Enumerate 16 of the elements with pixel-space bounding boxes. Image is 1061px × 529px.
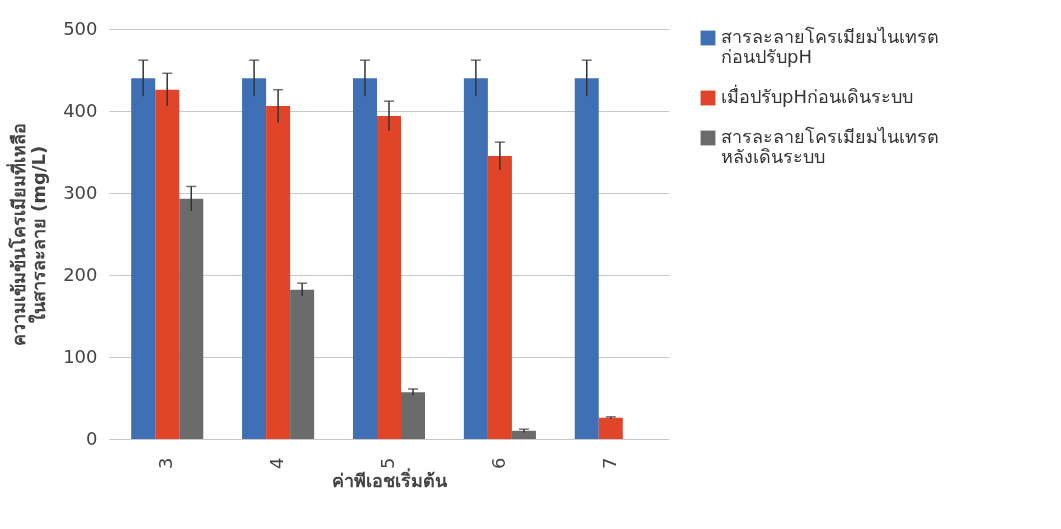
x-tick-label: 6 [487,457,509,469]
x-tick-label: 3 [155,457,177,469]
y-tick-label: 300 [63,181,98,203]
x-tick-label: 7 [598,457,620,469]
y-tick-label: 400 [63,99,98,121]
y-tick-label: 500 [63,17,98,39]
y-tick-label: 0 [86,427,98,449]
x-axis-title: ค่าพีเอชเริ่มต้น [332,467,448,491]
legend-label: สารละลายโครเมียมไนเทรต หลังเดินระบบ [721,126,939,167]
x-tick-label: 5 [377,457,398,469]
y-tick-label: 100 [63,345,98,367]
legend-label: สารละลายโครเมียมไนเทรต ก่อนปรับpH [721,26,939,67]
x-tick-label: 4 [266,457,288,469]
y-axis-title: ความเข้มข้นโครเมียมที่เหลือ ในสารละลาย (mg/L) [6,123,50,346]
y-tick-label: 200 [63,263,98,285]
legend-label: เมื่อปรับpHก่อนเดินระบบ [721,84,913,107]
